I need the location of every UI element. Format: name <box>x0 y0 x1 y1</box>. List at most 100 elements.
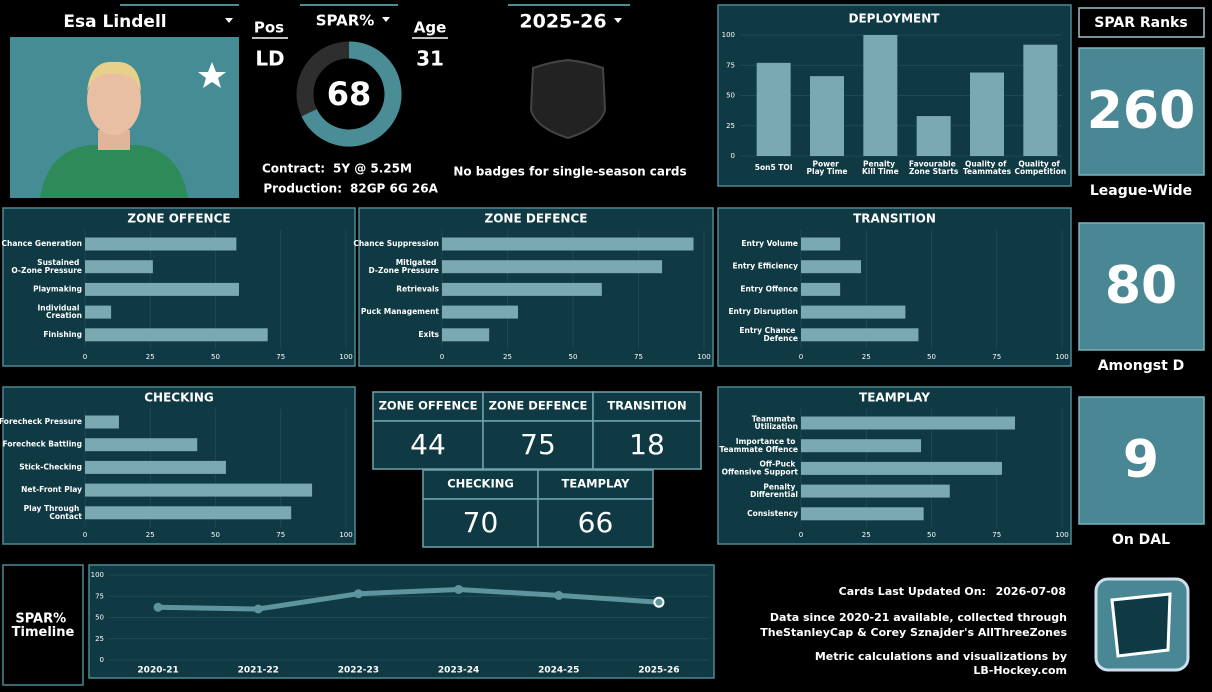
x-tick-label: 100 <box>339 531 352 539</box>
production: 82GP 6G 26A <box>350 182 439 196</box>
x-tick-label: 25 <box>503 353 512 361</box>
score-value-cell <box>482 420 594 470</box>
pos-label: Pos <box>254 19 284 37</box>
bar <box>85 506 292 520</box>
x-tick-label: 0 <box>799 531 803 539</box>
rank-box <box>1078 222 1205 351</box>
x-tick-label: 0 <box>440 353 444 361</box>
x-tick-label: 2020-21 <box>137 666 178 676</box>
x-tick-label: 100 <box>1055 353 1068 361</box>
x-tick-label: 2022-23 <box>338 666 379 676</box>
bar <box>442 260 663 274</box>
dropdown-arrow[interactable] <box>225 18 233 23</box>
y-tick-label: Off-Puck Offensive Support <box>722 460 799 477</box>
y-tick-label: Finishing <box>43 330 82 339</box>
badge-shield <box>529 58 607 140</box>
rank-label: Amongst D <box>1098 358 1185 374</box>
score-value-cell <box>592 420 702 470</box>
chart-title: CHECKING <box>144 391 214 405</box>
y-tick-label: Chance Suppression <box>353 239 439 248</box>
bar <box>442 305 518 319</box>
source-line: Data since 2020-21 available, collected … <box>770 611 1067 624</box>
bar <box>801 484 950 498</box>
y-tick-label: Mitigated D-Zone Pressure <box>369 258 439 275</box>
bar <box>85 260 153 274</box>
rank-value: 9 <box>1123 430 1159 490</box>
bar <box>801 461 1002 475</box>
score-header-cell <box>422 469 539 500</box>
x-tick-label: 50 <box>211 353 220 361</box>
x-tick-label: 75 <box>992 353 1001 361</box>
chart-title: TRANSITION <box>853 212 936 226</box>
age-value: 31 <box>416 47 444 71</box>
production-label: Production: <box>263 182 342 196</box>
season[interactable]: 2025-26 <box>519 11 606 33</box>
x-tick-label: 50 <box>927 531 936 539</box>
y-tick-label: Entry Chance Defence <box>739 326 798 343</box>
bar <box>863 35 898 156</box>
timeline-label: SPAR% Timeline <box>12 611 75 640</box>
x-tick-label: 25 <box>146 531 155 539</box>
x-tick-label: Penalty Kill Time <box>862 159 899 176</box>
chart-title: TEAMPLAY <box>859 391 930 405</box>
rank-value: 80 <box>1105 256 1177 316</box>
y-tick-label: Forecheck Battling <box>3 440 82 449</box>
score-value-cell <box>537 498 654 548</box>
bar <box>801 328 919 342</box>
x-tick-label: 0 <box>799 353 803 361</box>
ranks-title-box <box>1078 7 1205 38</box>
x-tick-label: 0 <box>83 531 87 539</box>
gauge-title[interactable]: SPAR% <box>316 12 375 30</box>
x-tick-label: 2023-24 <box>438 666 479 676</box>
bar <box>85 415 119 429</box>
x-tick-label: 2021-22 <box>238 666 279 676</box>
chart-title: ZONE DEFENCE <box>485 212 588 226</box>
rank-box <box>1078 396 1205 525</box>
y-tick-label: 75 <box>95 592 104 600</box>
score-header: ZONE OFFENCE <box>379 399 478 413</box>
bar <box>801 507 924 521</box>
bar <box>85 438 198 452</box>
x-tick-label: 75 <box>634 353 643 361</box>
y-tick-label: 25 <box>95 635 104 643</box>
x-tick-label: 25 <box>146 353 155 361</box>
y-tick-label: Entry Disruption <box>728 307 798 316</box>
jersey <box>40 145 188 198</box>
y-tick-label: Playmaking <box>33 284 82 293</box>
x-tick-label: 50 <box>927 353 936 361</box>
dropdown-arrow[interactable] <box>614 18 622 23</box>
hair <box>87 61 141 92</box>
x-tick-label: 100 <box>1055 531 1068 539</box>
bar <box>801 282 841 296</box>
rank-box <box>1078 47 1205 176</box>
contract: 5Y @ 5.25M <box>333 162 412 176</box>
y-tick-label: Consistency <box>747 509 798 518</box>
point <box>253 604 263 614</box>
line <box>158 586 660 612</box>
bar <box>801 237 841 251</box>
y-tick-label: Stick-Checking <box>19 462 82 471</box>
dropdown-arrow[interactable] <box>382 17 390 22</box>
x-tick-label: 2024-25 <box>538 666 579 676</box>
player-name[interactable]: Esa Lindell <box>63 12 166 32</box>
x-tick-label: 100 <box>697 353 710 361</box>
x-tick-label: 2025-26 <box>638 666 679 676</box>
bar <box>801 416 1016 430</box>
y-tick-label: Net-Front Play <box>21 485 82 494</box>
updated-label: Cards Last Updated On: <box>839 585 986 598</box>
score-header-cell <box>482 391 594 422</box>
bar <box>442 237 694 251</box>
y-tick-label: Forecheck Pressure <box>0 417 82 426</box>
gauge-value: 68 <box>327 75 372 113</box>
timeline-label-box <box>2 564 84 686</box>
y-tick-label: Entry Efficiency <box>732 262 798 271</box>
x-tick-label: 0 <box>83 353 87 361</box>
panel <box>88 564 715 679</box>
point <box>554 590 564 600</box>
chart-title: DEPLOYMENT <box>848 12 940 26</box>
x-tick-label: Favourable Zone Starts <box>909 159 959 176</box>
rank-label: On DAL <box>1112 532 1170 548</box>
team-logo <box>198 62 226 88</box>
